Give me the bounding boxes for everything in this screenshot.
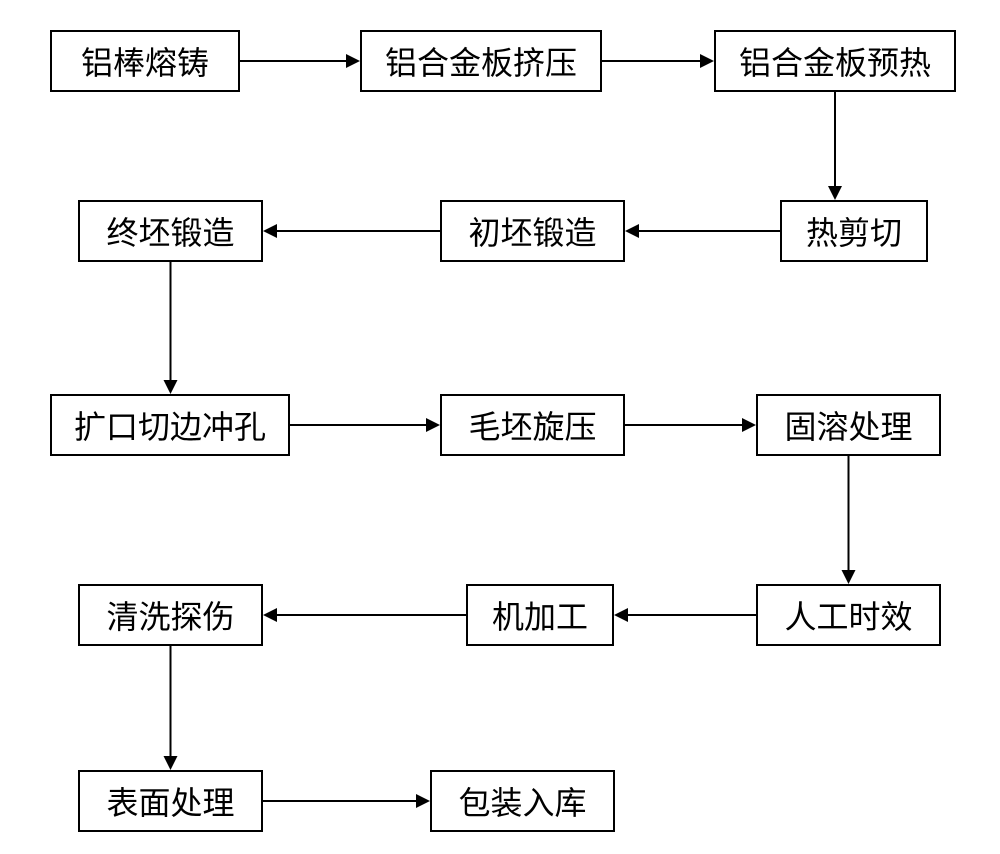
flow-node-label: 毛坯旋压 — [468, 402, 596, 448]
flow-node-n8: 毛坯旋压 — [440, 394, 625, 456]
flow-node-label: 表面处理 — [106, 778, 234, 824]
flow-node-n12: 清洗探伤 — [78, 584, 263, 646]
flow-node-label: 热剪切 — [806, 208, 902, 254]
flow-node-label: 终坯锻造 — [106, 208, 234, 254]
flow-node-n2: 铝合金板挤压 — [360, 30, 602, 92]
flow-node-n7: 扩口切边冲孔 — [50, 394, 290, 456]
flow-node-label: 包装入库 — [458, 778, 586, 824]
flow-node-label: 扩口切边冲孔 — [74, 402, 266, 448]
flow-node-n6: 终坯锻造 — [78, 200, 263, 262]
flow-node-n4: 热剪切 — [780, 200, 928, 262]
flow-node-n13: 表面处理 — [78, 770, 263, 832]
flow-node-n5: 初坯锻造 — [440, 200, 625, 262]
flow-node-n11: 机加工 — [466, 584, 614, 646]
flow-node-label: 人工时效 — [784, 592, 912, 638]
flow-node-n10: 人工时效 — [756, 584, 941, 646]
flow-node-n3: 铝合金板预热 — [714, 30, 956, 92]
flow-node-n9: 固溶处理 — [756, 394, 941, 456]
flow-node-label: 固溶处理 — [784, 402, 912, 448]
flow-node-label: 机加工 — [492, 592, 588, 638]
flow-node-label: 清洗探伤 — [106, 592, 234, 638]
flow-node-label: 铝合金板挤压 — [385, 38, 577, 84]
flow-node-n14: 包装入库 — [430, 770, 615, 832]
flow-node-n1: 铝棒熔铸 — [50, 30, 240, 92]
flow-node-label: 铝合金板预热 — [739, 38, 931, 84]
flow-node-label: 初坯锻造 — [468, 208, 596, 254]
flow-node-label: 铝棒熔铸 — [81, 38, 209, 84]
flowchart-canvas: 铝棒熔铸 铝合金板挤压 铝合金板预热热剪切 初坯锻造 终坯锻造扩口切边冲孔 毛坯旋压 固溶处… — [0, 0, 1000, 854]
